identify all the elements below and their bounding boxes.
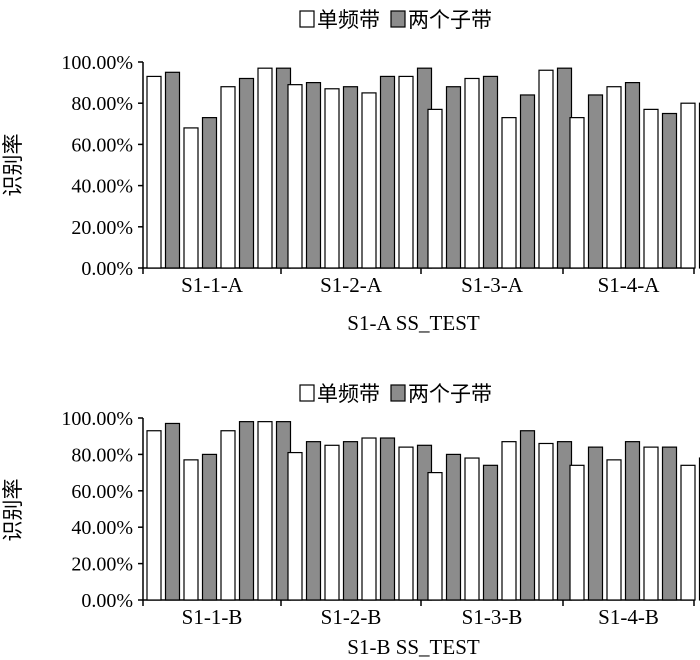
x-category-label: S1-4-B (598, 605, 659, 629)
legend: 单频带 两个子带 (299, 8, 492, 32)
y-tick-label: 40.00% (71, 176, 133, 198)
bar-single-band (220, 86, 236, 269)
bar-two-subbands (519, 94, 536, 269)
y-tick-label: 100.00% (61, 52, 133, 74)
bar-single-band (257, 67, 273, 269)
bar-two-subbands (587, 446, 604, 601)
bar-two-subbands (238, 77, 255, 269)
bar-single-band (643, 446, 659, 601)
bar-two-subbands (661, 446, 678, 601)
bar-single-band (324, 444, 340, 601)
bar-single-band (427, 108, 443, 269)
bar-two-subbands (661, 112, 678, 269)
bar-single-band (606, 459, 622, 601)
bar-two-subbands (379, 437, 396, 601)
bar-two-subbands (624, 441, 641, 601)
bar-single-band (361, 437, 377, 601)
bar-single-band (464, 77, 480, 269)
bar-two-subbands (445, 453, 462, 601)
bar-single-band (324, 88, 340, 269)
legend-swatch (390, 384, 406, 402)
bar-single-band (146, 430, 162, 601)
bar-single-band (606, 86, 622, 269)
bar-single-band (287, 84, 303, 269)
bar-single-band (220, 430, 236, 601)
bar-two-subbands (482, 75, 499, 269)
bar-two-subbands (164, 422, 181, 601)
chart-1: 单频带 两个子带 0.00% 20.00% 40.00% 60.00% 80.00% 100.… (1, 8, 700, 335)
x-category-label: S1-2-A (320, 273, 383, 297)
bar-single-band (538, 69, 554, 269)
x-category-label: S1-3-B (462, 605, 523, 629)
x-category-label: S1-3-A (461, 273, 524, 297)
bar-two-subbands (519, 430, 536, 601)
bar-single-band (398, 75, 414, 269)
x-category-label: S1-4-A (598, 273, 661, 297)
y-tick-label: 20.00% (71, 217, 133, 239)
legend-label: 两个子带 (408, 382, 492, 406)
x-category-label: S1-1-A (181, 273, 244, 297)
bar-two-subbands (305, 441, 322, 601)
chart-2: 单频带 两个子带 0.00% 20.00% 40.00% 60.00% 80.00% 100.… (1, 382, 700, 659)
x-category-label: S1-2-B (321, 605, 382, 629)
legend-swatch (299, 384, 315, 402)
bar-two-subbands (587, 94, 604, 269)
bar-two-subbands (201, 453, 218, 601)
bar-two-subbands (305, 81, 322, 269)
bar-single-band (501, 441, 517, 601)
bar-single-band (183, 127, 199, 269)
y-tick-label: 80.00% (71, 444, 133, 466)
bar-single-band (643, 108, 659, 269)
bar-single-band (680, 464, 696, 601)
bar-single-band (398, 446, 414, 601)
bar-single-band (361, 92, 377, 269)
bar-two-subbands (342, 86, 359, 269)
bar-single-band (680, 102, 696, 269)
bar-single-band (257, 421, 273, 601)
bar-single-band (569, 464, 585, 601)
x-category-label: S1-1-B (182, 605, 243, 629)
bar-single-band (569, 117, 585, 269)
bar-single-band (287, 451, 303, 601)
bar-two-subbands (342, 441, 359, 601)
bar-single-band (538, 442, 554, 601)
bar-single-band (464, 457, 480, 601)
y-axis-title: 识别率 (1, 479, 25, 542)
bar-two-subbands (164, 71, 181, 269)
y-tick-label: 0.00% (81, 590, 133, 612)
x-axis-title: S1-B SS_TEST (347, 635, 480, 659)
legend-label: 两个子带 (408, 8, 492, 32)
legend-label: 单频带 (317, 8, 380, 32)
bar-single-band (146, 75, 162, 269)
legend: 单频带 两个子带 (299, 382, 492, 406)
y-tick-label: 60.00% (71, 134, 133, 156)
legend-swatch (390, 10, 406, 28)
bar-single-band (183, 459, 199, 601)
y-tick-label: 0.00% (81, 258, 133, 280)
legend-label: 单频带 (317, 382, 380, 406)
bar-two-subbands (379, 75, 396, 269)
y-tick-label: 60.00% (71, 481, 133, 503)
y-axis-title: 识别率 (1, 134, 25, 197)
y-tick-label: 40.00% (71, 517, 133, 539)
bar-two-subbands (201, 117, 218, 269)
y-tick-label: 80.00% (71, 93, 133, 115)
bar-two-subbands (624, 81, 641, 269)
bar-two-subbands (238, 421, 255, 601)
bar-two-subbands (445, 86, 462, 269)
x-axis-title: S1-A SS_TEST (347, 311, 480, 335)
y-tick-label: 20.00% (71, 554, 133, 576)
y-tick-label: 100.00% (61, 408, 133, 430)
bar-single-band (501, 117, 517, 269)
legend-swatch (299, 10, 315, 28)
bar-single-band (427, 472, 443, 601)
bar-two-subbands (482, 464, 499, 601)
